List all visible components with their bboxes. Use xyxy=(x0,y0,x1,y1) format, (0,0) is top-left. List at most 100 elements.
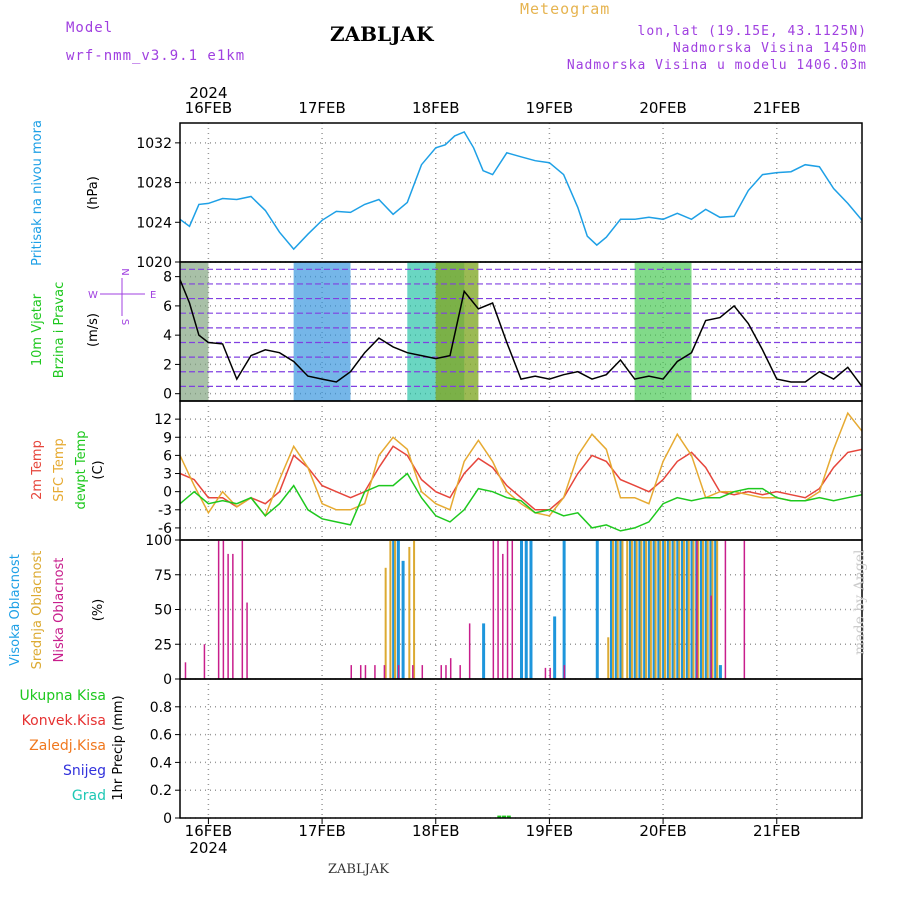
cloud-bar-cloud_mid xyxy=(673,540,676,679)
cloud-bar-cloud_high xyxy=(609,540,613,679)
cloud-bar-cloud_mid xyxy=(611,540,614,679)
cloud-bar-cloud_low xyxy=(397,665,400,679)
year-label-top: 2024 xyxy=(189,84,227,102)
y-tick-label: 0 xyxy=(163,672,172,688)
cloud-bar-cloud_high xyxy=(482,623,486,679)
temp2m-axis-label: 2m Temp xyxy=(30,440,45,500)
y-tick-label: 0.4 xyxy=(150,755,172,771)
cloud-bar-cloud_mid xyxy=(654,540,657,679)
time-tick-label-top: 18FEB xyxy=(412,99,459,117)
y-tick-label: 0.6 xyxy=(150,728,172,744)
station-name-footer: ZABLJAK xyxy=(328,862,389,877)
cloud-bar-cloud_high xyxy=(647,540,651,679)
cloud-bar-cloud_low xyxy=(364,665,367,679)
cloud-bar-cloud_mid xyxy=(697,540,700,679)
time-tick-label-top: 16FEB xyxy=(185,99,232,117)
cloud-bar-cloud_high xyxy=(718,665,722,679)
cloud-bar-cloud_high xyxy=(662,540,666,679)
y-tick-label: 1032 xyxy=(136,136,172,152)
y-tick-label: 0 xyxy=(163,387,172,403)
cloud-bar-cloud_high xyxy=(529,540,533,679)
y-tick-label: 3 xyxy=(163,467,172,483)
y-tick-label: 1028 xyxy=(136,176,172,192)
cloud-bar-cloud_mid xyxy=(626,540,629,679)
cloud-bar-cloud_low xyxy=(421,665,424,679)
series-line-temperature-0 xyxy=(180,445,862,511)
precip-legend-0: Ukupna Kisa xyxy=(19,688,106,704)
cloud-bar-cloud_low xyxy=(506,540,509,679)
cloud-bar-cloud_low xyxy=(549,667,551,679)
cloud-bar-cloud_low xyxy=(468,623,471,679)
dewpoint-axis-label: dewpt Temp xyxy=(74,430,89,509)
compass-s-label: S xyxy=(119,319,130,325)
precip-bar-total xyxy=(506,815,511,818)
y-tick-label: -3 xyxy=(158,503,172,519)
cloud-bar-cloud_mid xyxy=(645,540,648,679)
cloud-bar-cloud_low xyxy=(227,553,229,679)
compass-n-label: N xyxy=(119,268,130,275)
cloud-bar-cloud_mid xyxy=(621,540,624,679)
sfc-temp-axis-label: SFC Temp xyxy=(52,438,67,502)
cloud-bar-cloud_high xyxy=(714,540,718,679)
cloud-bar-cloud_low xyxy=(743,540,746,679)
compass-w-label: W xyxy=(88,290,98,301)
time-tick-label-top: 21FEB xyxy=(753,99,800,117)
y-tick-label: 1024 xyxy=(136,215,172,231)
cloud-bar-cloud_high xyxy=(392,540,396,679)
wind-direction-band xyxy=(634,262,692,401)
cloud-bar-cloud_high xyxy=(633,540,637,679)
high-cloud-axis-label: Visoka Oblacnost xyxy=(8,554,23,666)
compass-e-label: E xyxy=(150,290,156,301)
series-line-wind-0 xyxy=(180,279,862,387)
model-name: wrf-nmm_v3.9.1 e1km xyxy=(66,48,246,64)
cloud-bar-cloud_low xyxy=(563,665,566,679)
model-label: Model xyxy=(66,20,114,36)
time-tick-label-bottom: 20FEB xyxy=(639,822,686,840)
cloud-bar-cloud_low xyxy=(511,540,514,679)
precip-legend-2: Zaledj.Kisa xyxy=(29,738,106,754)
cloud-bar-cloud_low xyxy=(246,602,248,679)
wind-direction-band xyxy=(293,262,351,401)
y-tick-label: 2 xyxy=(163,357,172,373)
cloud-bar-cloud_mid xyxy=(640,540,643,679)
time-tick-label-top: 19FEB xyxy=(526,99,573,117)
y-tick-label: 0.2 xyxy=(150,783,172,799)
cloud-bar-cloud_high xyxy=(524,540,528,679)
meteogram-label: Meteogram xyxy=(520,0,611,18)
panel-frame-pressure xyxy=(179,122,863,263)
cloud-bar-cloud_high xyxy=(520,540,523,679)
precip-axis-label: 1hr Precip (mm) xyxy=(111,695,126,800)
wind-unit-label: (m/s) xyxy=(86,313,101,347)
cloud-bar-cloud_high xyxy=(562,540,566,679)
cloud-bar-cloud_high xyxy=(681,540,685,679)
series-line-temperature-2 xyxy=(180,472,862,532)
time-tick-label-bottom: 16FEB xyxy=(185,822,232,840)
year-label-bottom: 2024 xyxy=(189,839,227,857)
cloud-bar-cloud_low xyxy=(696,540,698,679)
cloud-bar-cloud_low xyxy=(492,540,495,679)
credit-watermark: made by Angel xyxy=(852,549,868,656)
cloud-bar-cloud_mid xyxy=(701,540,704,679)
cloud-unit-label: (%) xyxy=(91,599,106,622)
pressure-axis-label: Pritisak na nivou mora xyxy=(30,120,45,266)
panel-frame-precip xyxy=(179,678,863,819)
y-tick-label: 6 xyxy=(163,299,172,315)
page-title: ZABLJAK xyxy=(330,22,434,46)
precip-bar-total xyxy=(502,815,507,818)
cloud-bar-cloud_low xyxy=(184,662,187,679)
altitude-text: Nadmorska Visina 1450m xyxy=(672,41,867,56)
cloud-bar-cloud_low xyxy=(412,665,414,679)
cloud-bar-cloud_low xyxy=(222,540,225,679)
cloud-bar-cloud_mid xyxy=(607,637,610,679)
cloud-bar-cloud_high xyxy=(690,540,694,679)
cloud-bar-cloud_low xyxy=(232,553,234,679)
y-tick-label: 75 xyxy=(154,568,172,584)
cloud-bar-cloud_high xyxy=(652,540,656,679)
cloud-bar-cloud_high xyxy=(553,616,557,679)
cloud-bar-cloud_mid xyxy=(692,540,695,679)
cloud-bar-cloud_mid xyxy=(394,540,397,679)
y-tick-label: 25 xyxy=(154,637,172,653)
cloud-bar-cloud_mid xyxy=(687,540,690,679)
cloud-bar-cloud_low xyxy=(359,665,362,679)
cloud-bar-cloud_mid xyxy=(635,540,638,679)
